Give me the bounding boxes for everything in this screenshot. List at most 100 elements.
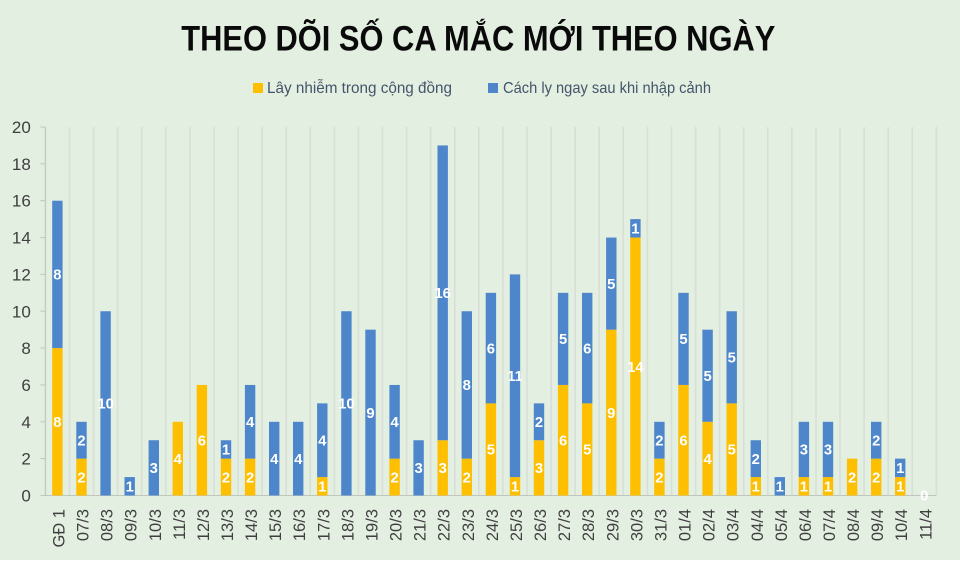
svg-text:5: 5 xyxy=(679,332,687,348)
svg-text:10: 10 xyxy=(338,397,354,413)
svg-text:05/4: 05/4 xyxy=(773,509,791,541)
svg-text:4: 4 xyxy=(318,434,327,450)
svg-text:9: 9 xyxy=(607,406,615,422)
svg-text:Lây nhiễm trong cộng đồng: Lây nhiễm trong cộng đồng xyxy=(267,78,452,97)
svg-text:20/3: 20/3 xyxy=(388,509,406,541)
svg-text:17/3: 17/3 xyxy=(315,509,333,541)
svg-text:0: 0 xyxy=(21,487,30,506)
svg-text:2: 2 xyxy=(535,415,543,431)
svg-text:10: 10 xyxy=(97,397,113,413)
svg-text:1: 1 xyxy=(752,480,760,496)
svg-text:01/4: 01/4 xyxy=(677,509,695,541)
svg-text:1: 1 xyxy=(631,222,639,238)
svg-text:23/3: 23/3 xyxy=(460,509,478,541)
svg-text:07/4: 07/4 xyxy=(821,509,839,541)
svg-text:04/4: 04/4 xyxy=(749,509,767,541)
svg-text:2: 2 xyxy=(655,434,663,450)
svg-text:09/4: 09/4 xyxy=(869,509,887,541)
svg-text:1: 1 xyxy=(776,480,784,496)
svg-text:5: 5 xyxy=(487,443,495,459)
svg-text:4: 4 xyxy=(390,415,399,431)
svg-text:26/3: 26/3 xyxy=(532,509,550,541)
svg-text:07/3: 07/3 xyxy=(75,509,93,541)
svg-text:09/3: 09/3 xyxy=(123,509,141,541)
svg-text:4: 4 xyxy=(294,452,303,468)
svg-text:2: 2 xyxy=(655,470,663,486)
svg-text:5: 5 xyxy=(559,332,567,348)
svg-text:3: 3 xyxy=(150,461,158,477)
svg-text:1: 1 xyxy=(222,443,230,459)
svg-text:19/3: 19/3 xyxy=(364,509,382,541)
svg-text:8: 8 xyxy=(21,339,30,358)
svg-text:14/3: 14/3 xyxy=(243,509,261,541)
svg-text:11: 11 xyxy=(507,369,523,385)
svg-text:1: 1 xyxy=(511,480,519,496)
svg-text:30/3: 30/3 xyxy=(628,509,646,541)
svg-text:1: 1 xyxy=(896,480,904,496)
svg-text:06/4: 06/4 xyxy=(797,509,815,541)
svg-text:0: 0 xyxy=(920,489,928,505)
svg-text:8: 8 xyxy=(53,415,61,431)
svg-text:16/3: 16/3 xyxy=(291,509,309,541)
svg-text:2: 2 xyxy=(77,434,85,450)
svg-text:1: 1 xyxy=(126,480,134,496)
svg-text:18/3: 18/3 xyxy=(339,509,357,541)
svg-text:2: 2 xyxy=(390,470,398,486)
svg-text:Cách ly ngay sau khi nhập cảnh: Cách ly ngay sau khi nhập cảnh xyxy=(503,80,711,97)
svg-text:2: 2 xyxy=(222,470,230,486)
svg-text:29/3: 29/3 xyxy=(604,509,622,541)
svg-text:2: 2 xyxy=(77,470,85,486)
svg-text:12: 12 xyxy=(12,265,31,284)
svg-text:6: 6 xyxy=(583,341,591,357)
svg-text:14: 14 xyxy=(627,360,644,376)
svg-text:1: 1 xyxy=(824,480,832,496)
svg-text:16: 16 xyxy=(12,192,31,211)
svg-text:12/3: 12/3 xyxy=(195,509,213,541)
svg-text:11/4: 11/4 xyxy=(917,509,935,540)
svg-text:03/4: 03/4 xyxy=(725,509,743,541)
svg-text:21/3: 21/3 xyxy=(412,509,430,541)
svg-text:5: 5 xyxy=(703,369,711,385)
svg-text:2: 2 xyxy=(848,470,856,486)
svg-text:08/3: 08/3 xyxy=(99,509,117,541)
svg-text:31/3: 31/3 xyxy=(652,509,670,541)
svg-text:10: 10 xyxy=(12,302,31,321)
svg-text:13/3: 13/3 xyxy=(219,509,237,541)
svg-text:4: 4 xyxy=(174,452,183,468)
svg-text:5: 5 xyxy=(728,351,736,367)
svg-text:2: 2 xyxy=(246,470,254,486)
svg-text:4: 4 xyxy=(246,415,255,431)
svg-text:11/3: 11/3 xyxy=(171,509,189,540)
svg-text:6: 6 xyxy=(559,434,567,450)
svg-text:10/3: 10/3 xyxy=(147,509,165,541)
svg-text:3: 3 xyxy=(800,443,808,459)
svg-text:14: 14 xyxy=(12,229,31,248)
svg-text:8: 8 xyxy=(53,268,61,284)
svg-text:15/3: 15/3 xyxy=(267,509,285,541)
svg-text:3: 3 xyxy=(535,461,543,477)
svg-text:10/4: 10/4 xyxy=(893,509,911,541)
svg-text:THEO DÕI SỐ CA MẮC MỚI THEO NG: THEO DÕI SỐ CA MẮC MỚI THEO NGÀY xyxy=(181,18,775,58)
svg-text:1: 1 xyxy=(800,480,808,496)
svg-text:2: 2 xyxy=(752,452,760,468)
svg-text:3: 3 xyxy=(414,461,422,477)
svg-text:20: 20 xyxy=(12,118,31,137)
svg-text:08/4: 08/4 xyxy=(845,509,863,541)
svg-text:4: 4 xyxy=(270,452,279,468)
svg-text:2: 2 xyxy=(872,434,880,450)
svg-text:GĐ 1: GĐ 1 xyxy=(50,509,68,548)
svg-text:9: 9 xyxy=(366,406,374,422)
svg-text:3: 3 xyxy=(439,461,447,477)
svg-text:6: 6 xyxy=(487,341,495,357)
svg-text:24/3: 24/3 xyxy=(484,509,502,541)
svg-text:1: 1 xyxy=(896,461,904,477)
svg-text:16: 16 xyxy=(434,286,450,302)
svg-text:02/4: 02/4 xyxy=(701,509,719,541)
svg-text:3: 3 xyxy=(824,443,832,459)
svg-text:5: 5 xyxy=(728,443,736,459)
svg-text:28/3: 28/3 xyxy=(580,509,598,541)
svg-text:4: 4 xyxy=(703,452,712,468)
svg-text:6: 6 xyxy=(21,376,30,395)
svg-text:18: 18 xyxy=(12,155,31,174)
svg-text:27/3: 27/3 xyxy=(556,509,574,541)
